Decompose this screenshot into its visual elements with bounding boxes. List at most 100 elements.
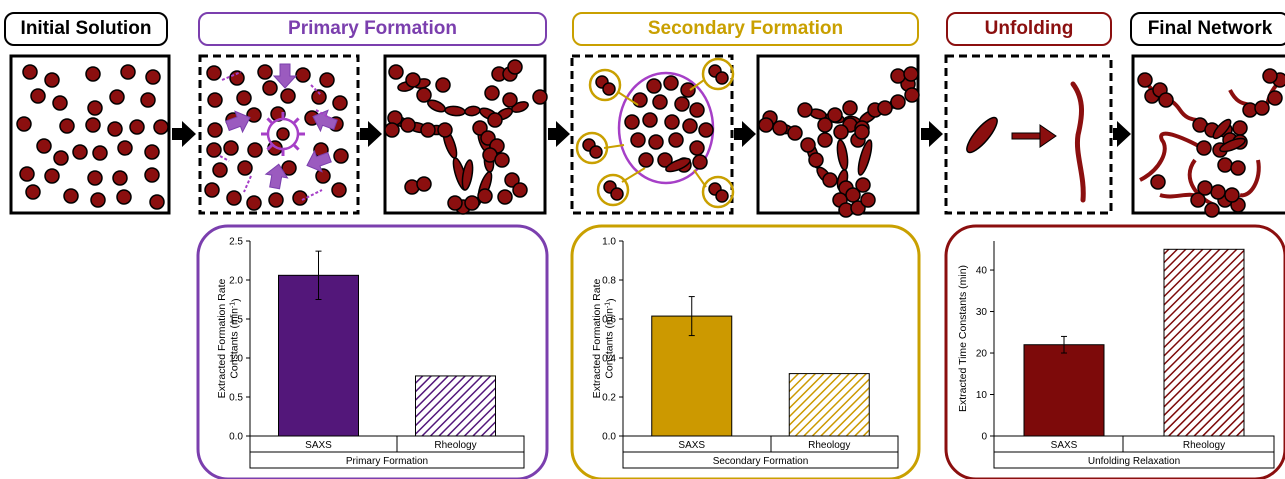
stage-label-initial-solution: Initial Solution bbox=[4, 12, 168, 46]
bar-rheology bbox=[415, 375, 496, 437]
particle bbox=[1254, 100, 1270, 116]
particle bbox=[153, 119, 169, 135]
particle bbox=[715, 189, 729, 203]
particle bbox=[689, 140, 705, 156]
particle bbox=[890, 94, 906, 110]
particle bbox=[1224, 187, 1240, 203]
particle bbox=[1267, 90, 1283, 106]
particle bbox=[1232, 120, 1248, 136]
category-label: Rheology bbox=[808, 440, 850, 451]
particle bbox=[507, 59, 523, 75]
particle bbox=[22, 64, 38, 80]
particle bbox=[817, 132, 833, 148]
particle bbox=[416, 87, 432, 103]
particle bbox=[646, 78, 662, 94]
particle bbox=[16, 116, 32, 132]
particle bbox=[797, 102, 813, 118]
particle bbox=[120, 64, 136, 80]
particle bbox=[772, 120, 788, 136]
y-tick-label: 2.0 bbox=[229, 276, 243, 287]
particle bbox=[437, 122, 453, 138]
particle bbox=[19, 166, 35, 182]
particle bbox=[638, 152, 654, 168]
particle bbox=[1204, 202, 1220, 218]
particle bbox=[295, 67, 311, 83]
bar-chart-1: 0.0 0.2 0.4 0.6 0.8 1.0 Extracted Formation Ra… bbox=[591, 237, 899, 469]
particle bbox=[44, 72, 60, 88]
particle bbox=[657, 152, 673, 168]
stage-panels bbox=[9, 54, 1285, 215]
particle bbox=[109, 89, 125, 105]
motion-arrow-icon bbox=[306, 149, 332, 173]
particle bbox=[315, 168, 331, 184]
focus-ring bbox=[266, 117, 300, 151]
y-tick-label: 1.0 bbox=[602, 237, 616, 248]
dashed-link bbox=[301, 189, 323, 201]
particle bbox=[630, 132, 646, 148]
motion-arrow-icon bbox=[264, 163, 289, 190]
particle bbox=[904, 87, 920, 103]
particle bbox=[494, 152, 510, 168]
unfold-arrow-icon bbox=[1011, 124, 1057, 148]
bar-saxs bbox=[278, 274, 359, 437]
process-arrows bbox=[172, 121, 1131, 147]
particle bbox=[268, 192, 284, 208]
bar-rheology bbox=[1163, 248, 1245, 437]
primary-network bbox=[384, 59, 548, 215]
y-tick-label: 1.0 bbox=[229, 354, 243, 365]
particle bbox=[504, 172, 520, 188]
particle bbox=[332, 95, 348, 111]
particle bbox=[1150, 174, 1166, 190]
stage-label-text: Primary Formation bbox=[288, 18, 457, 39]
y-tick-label: 40 bbox=[976, 266, 988, 277]
particle bbox=[72, 144, 88, 160]
particle bbox=[648, 134, 664, 150]
particle bbox=[502, 92, 518, 108]
particle bbox=[1262, 68, 1278, 84]
particle bbox=[477, 188, 493, 204]
particle bbox=[311, 89, 327, 105]
particle bbox=[416, 176, 432, 192]
particle bbox=[236, 90, 252, 106]
particle bbox=[319, 72, 335, 88]
secondary-network bbox=[758, 66, 920, 218]
particle bbox=[87, 170, 103, 186]
particle bbox=[1196, 140, 1212, 156]
particle bbox=[715, 71, 729, 85]
linker-rod bbox=[857, 139, 873, 176]
folded-protein bbox=[966, 116, 998, 154]
particle bbox=[280, 88, 296, 104]
particle bbox=[53, 150, 69, 166]
particle bbox=[129, 119, 145, 135]
stage-label-primary-formation: Primary Formation bbox=[198, 12, 547, 46]
category-label: Rheology bbox=[434, 440, 476, 451]
approach-line bbox=[689, 79, 705, 91]
particle bbox=[589, 145, 603, 159]
particle bbox=[664, 114, 680, 130]
particle bbox=[92, 145, 108, 161]
particle bbox=[144, 167, 160, 183]
particle bbox=[384, 122, 400, 138]
arrow-right-icon bbox=[172, 121, 196, 147]
y-tick-label: 2.5 bbox=[229, 237, 243, 248]
particle bbox=[624, 114, 640, 130]
outward-arrow-icon bbox=[266, 117, 273, 124]
particle bbox=[487, 112, 503, 128]
particle bbox=[758, 117, 774, 133]
particle bbox=[257, 64, 273, 80]
particle bbox=[632, 92, 648, 108]
y-tick-label: 0.2 bbox=[602, 393, 616, 404]
particle bbox=[145, 69, 161, 85]
gold-ring bbox=[701, 57, 735, 91]
linker-rod bbox=[461, 159, 474, 191]
particle bbox=[36, 138, 52, 154]
particle bbox=[420, 122, 436, 138]
particle bbox=[1197, 180, 1213, 196]
outward-arrow-icon bbox=[293, 117, 300, 124]
y-tick-label: 0.0 bbox=[229, 432, 243, 443]
particle bbox=[800, 137, 816, 153]
particle bbox=[890, 68, 906, 84]
particle bbox=[107, 121, 123, 137]
particle bbox=[435, 77, 451, 93]
particle bbox=[331, 182, 347, 198]
